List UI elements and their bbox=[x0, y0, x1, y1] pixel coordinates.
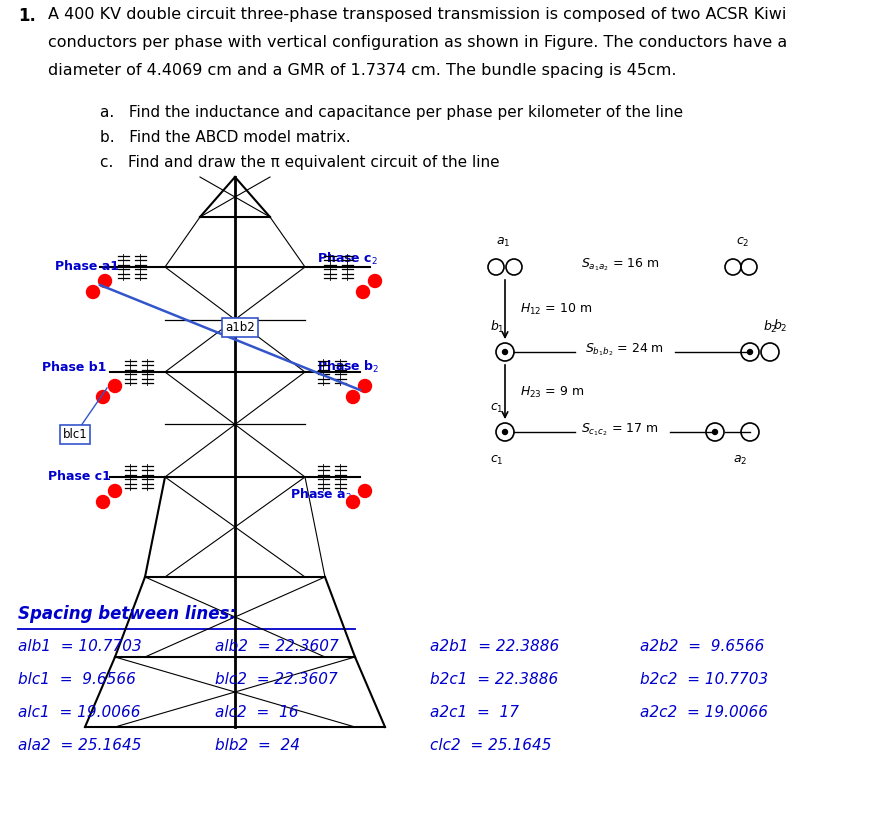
Text: $c_1$: $c_1$ bbox=[490, 402, 504, 415]
Circle shape bbox=[503, 350, 507, 355]
Text: b2c2  = 10.7703: b2c2 = 10.7703 bbox=[640, 672, 768, 687]
Text: blc1: blc1 bbox=[63, 428, 88, 441]
Text: Phase c1: Phase c1 bbox=[48, 471, 111, 484]
Text: $H_{23}$ = 9 m: $H_{23}$ = 9 m bbox=[520, 385, 584, 399]
Circle shape bbox=[109, 380, 121, 393]
Text: a.   Find the inductance and capacitance per phase per kilometer of the line: a. Find the inductance and capacitance p… bbox=[100, 105, 683, 120]
Text: $S_{a_1a_2}$ = 16 m: $S_{a_1a_2}$ = 16 m bbox=[581, 256, 659, 273]
Circle shape bbox=[347, 390, 359, 404]
Text: blb2  =  24: blb2 = 24 bbox=[215, 738, 300, 753]
Text: $b_2$: $b_2$ bbox=[773, 318, 788, 334]
Text: a2b2  =  9.6566: a2b2 = 9.6566 bbox=[640, 639, 765, 654]
Text: alc2  =  16: alc2 = 16 bbox=[215, 705, 298, 720]
Text: b.   Find the ABCD model matrix.: b. Find the ABCD model matrix. bbox=[100, 130, 350, 145]
Text: alb1  = 10.7703: alb1 = 10.7703 bbox=[18, 639, 142, 654]
Text: blc2  = 22.3607: blc2 = 22.3607 bbox=[215, 672, 338, 687]
Text: $S_{c_1c_2}$ = 17 m: $S_{c_1c_2}$ = 17 m bbox=[581, 422, 658, 438]
Text: Phase a1: Phase a1 bbox=[55, 261, 119, 274]
Circle shape bbox=[358, 380, 372, 393]
Text: Spacing between lines:: Spacing between lines: bbox=[18, 605, 236, 623]
Circle shape bbox=[98, 275, 112, 288]
Text: blc1  =  9.6566: blc1 = 9.6566 bbox=[18, 672, 136, 687]
Text: $b_1$: $b_1$ bbox=[489, 319, 504, 335]
Circle shape bbox=[96, 390, 110, 404]
Circle shape bbox=[503, 429, 507, 434]
Text: c.   Find and draw the π equivalent circuit of the line: c. Find and draw the π equivalent circui… bbox=[100, 155, 500, 170]
Text: a2c2  = 19.0066: a2c2 = 19.0066 bbox=[640, 705, 768, 720]
Text: 1.: 1. bbox=[18, 7, 36, 25]
Text: Phase c$_2$: Phase c$_2$ bbox=[317, 251, 378, 267]
Text: alb2  = 22.3607: alb2 = 22.3607 bbox=[215, 639, 339, 654]
Circle shape bbox=[87, 285, 99, 299]
Text: $a_1$: $a_1$ bbox=[496, 236, 510, 249]
Text: $c_1$: $c_1$ bbox=[490, 454, 504, 467]
Text: b2c1  = 22.3886: b2c1 = 22.3886 bbox=[430, 672, 558, 687]
Circle shape bbox=[748, 350, 752, 355]
Circle shape bbox=[96, 495, 110, 509]
Text: alc1  = 19.0066: alc1 = 19.0066 bbox=[18, 705, 141, 720]
Circle shape bbox=[358, 485, 372, 498]
Circle shape bbox=[712, 429, 718, 434]
Text: clc2  = 25.1645: clc2 = 25.1645 bbox=[430, 738, 551, 753]
Text: $H_{12}$ = 10 m: $H_{12}$ = 10 m bbox=[520, 302, 592, 317]
Text: Phase b1: Phase b1 bbox=[42, 361, 106, 374]
Circle shape bbox=[109, 485, 121, 498]
Text: a2c1  =  17: a2c1 = 17 bbox=[430, 705, 519, 720]
Text: Phase b$_2$: Phase b$_2$ bbox=[317, 359, 380, 375]
Text: A 400 KV double circuit three-phase transposed transmission is composed of two A: A 400 KV double circuit three-phase tran… bbox=[48, 7, 787, 22]
Text: conductors per phase with vertical configuration as shown in Figure. The conduct: conductors per phase with vertical confi… bbox=[48, 35, 788, 50]
Text: Phase a$_2$: Phase a$_2$ bbox=[290, 487, 352, 503]
Circle shape bbox=[347, 495, 359, 509]
Text: ala2  = 25.1645: ala2 = 25.1645 bbox=[18, 738, 142, 753]
Circle shape bbox=[357, 285, 370, 299]
Text: $c_2$: $c_2$ bbox=[736, 236, 750, 249]
Text: diameter of 4.4069 cm and a GMR of 1.7374 cm. The bundle spacing is 45cm.: diameter of 4.4069 cm and a GMR of 1.737… bbox=[48, 63, 676, 78]
Text: a2b1  = 22.3886: a2b1 = 22.3886 bbox=[430, 639, 559, 654]
Text: $b_2$: $b_2$ bbox=[763, 319, 777, 335]
Text: $a_2$: $a_2$ bbox=[733, 454, 747, 467]
Text: a1b2: a1b2 bbox=[225, 321, 255, 334]
Text: $S_{b_1b_2}$ = 24 m: $S_{b_1b_2}$ = 24 m bbox=[586, 342, 665, 358]
Circle shape bbox=[368, 275, 381, 288]
